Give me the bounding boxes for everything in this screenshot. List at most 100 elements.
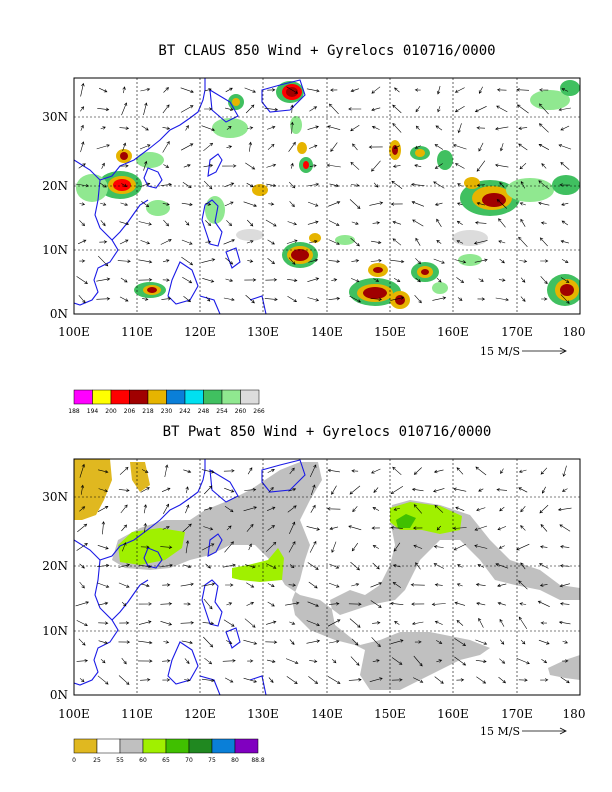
x-tick: 140E	[311, 325, 343, 339]
wind-arrow	[432, 296, 447, 301]
wind-arrow	[184, 678, 191, 682]
wind-arrow	[518, 469, 527, 473]
wind-arrow	[351, 221, 359, 225]
wind-arrow	[518, 236, 528, 248]
wind-arrow	[436, 218, 442, 227]
wind-arrow	[285, 601, 300, 606]
wind-arrow	[413, 467, 422, 475]
colorbar-swatch	[240, 389, 260, 405]
colorbar-label: 260	[235, 408, 247, 415]
wind-arrow	[162, 583, 171, 587]
wind-arrow	[243, 677, 257, 683]
wind-arrow	[245, 104, 255, 114]
wind-arrow	[138, 602, 152, 606]
wind-arrow	[370, 297, 383, 301]
wind-arrow	[309, 106, 318, 112]
wind-arrow	[98, 488, 109, 493]
wind-arrow	[370, 600, 382, 608]
wind-arrow	[434, 163, 443, 169]
wind-arrow	[373, 182, 379, 188]
wind-arrow	[307, 277, 320, 282]
wind-arrow	[538, 123, 549, 133]
colorbar-swatch	[221, 389, 241, 405]
wind-arrow	[120, 504, 128, 514]
wind-arrow	[328, 259, 341, 263]
wind-arrow	[289, 639, 295, 645]
wind-arrow	[350, 161, 360, 170]
wind-arrow	[519, 259, 528, 263]
x-tick: 120E	[184, 325, 216, 339]
wind-arrow	[415, 106, 421, 113]
cloud-field	[74, 78, 580, 314]
wind-arrow	[474, 106, 487, 113]
wind-arrow	[289, 621, 296, 625]
wind-arrow	[203, 485, 213, 495]
grid-lines	[74, 78, 580, 314]
wind-arrow	[118, 640, 131, 644]
wind-arrow	[539, 545, 548, 549]
wind-arrow	[311, 484, 316, 496]
wind-arrow	[79, 506, 86, 512]
wind-arrow	[141, 201, 150, 208]
wind-arrow	[457, 202, 463, 206]
wind-arrow	[185, 124, 189, 131]
wind-arrow	[140, 487, 150, 493]
wind-arrow	[478, 142, 484, 152]
wind-arrow	[518, 616, 528, 630]
x-tick: 150E	[374, 707, 406, 721]
wind-arrow	[390, 486, 404, 495]
wind-arrow	[331, 278, 338, 282]
wind-arrow	[390, 296, 405, 301]
wind-arrow	[538, 201, 550, 206]
wind-arrow	[248, 141, 252, 152]
wind-arrow	[414, 145, 421, 149]
wind-arrow	[78, 163, 86, 169]
wind-arrow	[309, 659, 318, 663]
wind-arrow	[391, 657, 403, 665]
wind-arrow	[98, 601, 109, 606]
wind-arrow	[121, 102, 128, 116]
wind-arrow	[558, 144, 572, 150]
colorbar-swatch	[73, 738, 98, 754]
wind-arrow	[392, 238, 402, 246]
wind-arrow	[222, 164, 237, 168]
wind-arrow	[286, 86, 299, 94]
wind-arrow	[519, 202, 526, 206]
colorbar-swatch	[188, 738, 213, 754]
wind-arrow	[562, 659, 569, 663]
colorbar-swatch	[203, 389, 223, 405]
wind-arrow	[352, 506, 358, 513]
wind-arrow	[226, 145, 233, 149]
wind-arrow	[329, 183, 340, 188]
wind-arrow	[328, 582, 340, 588]
wind-arrow	[371, 86, 381, 94]
wind-arrow	[140, 678, 151, 682]
wind-arrow	[540, 221, 547, 225]
wind-arrow	[223, 619, 235, 627]
x-tick: 180	[563, 707, 586, 721]
wind-arrow	[370, 582, 383, 588]
wind-arrow	[392, 466, 402, 476]
wind-arrow	[245, 162, 256, 170]
wind-arrow	[97, 563, 110, 568]
wind-arrow	[290, 121, 294, 134]
wind-arrow	[247, 659, 254, 663]
wind-arrow	[326, 163, 341, 168]
wind-arrow	[414, 294, 422, 304]
wind-arrow	[454, 105, 465, 113]
wind-arrow	[540, 259, 549, 263]
colorbar-label: 70	[185, 757, 193, 764]
wind-arrow	[560, 294, 570, 304]
wind-arrow	[163, 219, 170, 227]
colorbar-swatch	[166, 389, 186, 405]
wind-arrow	[516, 658, 530, 665]
wind-arrow	[476, 126, 486, 130]
wind-arrow	[518, 143, 528, 151]
wind-arrow	[519, 602, 527, 606]
wind-arrow	[267, 583, 275, 587]
wind-arrow	[183, 469, 192, 474]
wind-arrow	[97, 506, 109, 512]
wind-arrow	[539, 504, 549, 514]
wind-arrow	[539, 88, 549, 92]
wind-arrow	[266, 620, 277, 625]
